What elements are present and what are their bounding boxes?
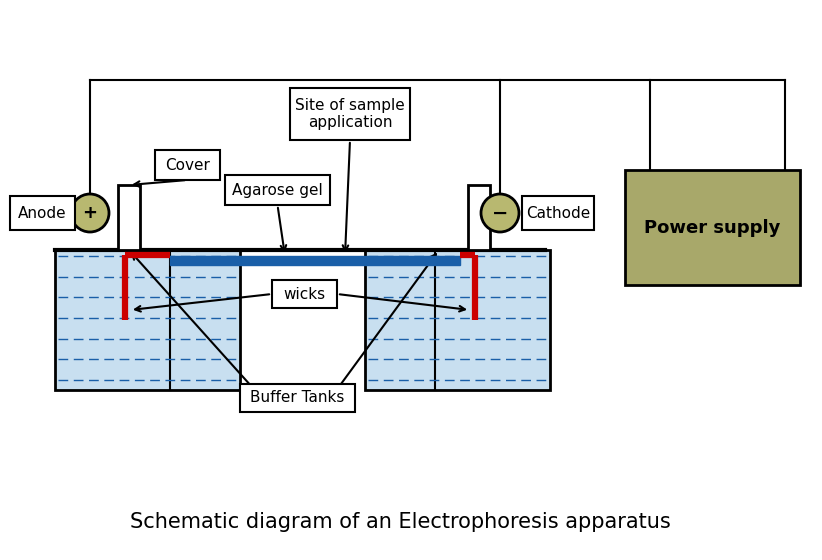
Circle shape xyxy=(481,194,519,232)
Text: −: − xyxy=(492,203,508,222)
Bar xyxy=(118,185,140,250)
Text: Power supply: Power supply xyxy=(644,218,781,236)
Circle shape xyxy=(71,194,109,232)
Bar xyxy=(365,250,550,390)
Bar xyxy=(468,185,490,250)
Bar xyxy=(522,196,594,230)
Bar xyxy=(240,384,355,412)
Bar xyxy=(155,150,220,180)
Bar xyxy=(225,175,330,205)
Bar xyxy=(10,196,75,230)
Bar xyxy=(170,256,460,265)
Bar xyxy=(55,250,240,390)
Text: Site of sample
application: Site of sample application xyxy=(295,98,405,130)
Text: Cover: Cover xyxy=(165,157,210,172)
Text: Cathode: Cathode xyxy=(526,206,590,221)
Bar xyxy=(625,170,800,285)
Text: Agarose gel: Agarose gel xyxy=(232,183,323,198)
Bar xyxy=(272,280,337,308)
Text: Anode: Anode xyxy=(18,206,67,221)
Bar xyxy=(290,88,410,140)
Text: Schematic diagram of an Electrophoresis apparatus: Schematic diagram of an Electrophoresis … xyxy=(130,512,671,532)
Text: +: + xyxy=(82,204,98,222)
Text: Buffer Tanks: Buffer Tanks xyxy=(251,390,344,405)
Text: wicks: wicks xyxy=(284,287,326,301)
